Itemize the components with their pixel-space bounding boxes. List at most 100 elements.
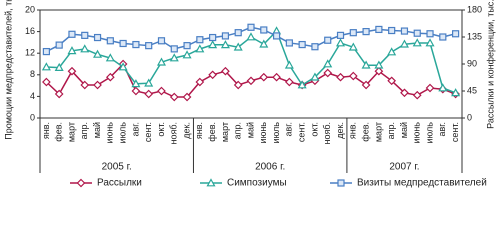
x-tick-label: нояб. [169, 122, 179, 145]
y2-tick-label: 45 [467, 85, 477, 95]
data-point [285, 39, 293, 47]
legend-marker [337, 179, 345, 187]
x-tick-label: май [399, 122, 409, 138]
x-tick-label: янв. [194, 122, 204, 139]
x-tick-label: окт. [309, 122, 319, 137]
y-tick-label: 0 [30, 112, 35, 122]
data-point [106, 37, 114, 45]
data-point [451, 88, 461, 97]
x-tick-label: янв. [41, 122, 51, 139]
data-point [246, 76, 256, 86]
legend-marker [206, 178, 216, 187]
x-tick-label: июнь [412, 122, 422, 144]
x-tick-label: май [245, 122, 255, 138]
y-axis-title: Промоции медпредставителей, тыс. [3, 0, 13, 140]
year-label: 2006 г. [255, 162, 285, 173]
data-point [387, 76, 397, 86]
x-tick-label: июль [117, 122, 127, 144]
data-point [400, 88, 409, 98]
data-point [183, 42, 191, 50]
y2-axis-title: Рассылки и конференции, тыс. [485, 0, 495, 129]
data-point [55, 41, 63, 49]
data-point [324, 36, 332, 44]
y-tick-label: 8 [30, 69, 35, 79]
x-tick-label: июль [271, 122, 281, 144]
x-tick-label: май [92, 122, 102, 138]
data-point [144, 89, 154, 99]
chart: Промоции медпредставителей, тыс. Рассылк… [3, 0, 495, 189]
data-point [285, 77, 294, 87]
year-label: 2005 г. [102, 162, 132, 173]
data-point [412, 38, 422, 47]
data-point [132, 40, 140, 49]
data-point [348, 71, 358, 81]
data-point [81, 31, 89, 39]
data-point [361, 80, 371, 90]
x-tick-label: март [373, 122, 383, 142]
data-point [247, 23, 255, 31]
data-point [41, 62, 51, 71]
data-point [361, 60, 371, 69]
x-tick-label: апр. [233, 122, 243, 139]
data-point [336, 31, 345, 39]
data-point [349, 29, 357, 37]
data-point [336, 72, 345, 82]
x-tick-label: дек. [181, 122, 191, 139]
data-point [169, 53, 179, 62]
year-label: 2007 г. [389, 162, 419, 173]
x-tick-label: сент. [450, 122, 460, 142]
data-point [438, 83, 448, 92]
data-point [413, 29, 421, 37]
x-tick-label: июнь [105, 122, 115, 144]
x-tick-label: авг. [437, 122, 447, 136]
legend-label: Симпозиумы [227, 178, 287, 189]
x-tick-label: март [220, 122, 230, 142]
data-point [362, 28, 370, 36]
x-tick-label: окт. [156, 122, 166, 137]
data-point [182, 92, 192, 102]
data-point [374, 60, 384, 69]
data-point [195, 44, 205, 53]
data-point [297, 80, 307, 89]
data-point [68, 30, 76, 38]
data-point [374, 66, 384, 76]
x-tick-label: сент. [143, 122, 153, 142]
x-tick-label: март [66, 122, 76, 142]
data-point [169, 92, 179, 102]
data-point [195, 77, 205, 87]
data-point [348, 42, 358, 51]
x-tick-label: июнь [258, 122, 268, 144]
data-point [54, 89, 64, 99]
x-tick-label: июль [424, 122, 434, 144]
x-tick-label: авг. [284, 122, 294, 136]
data-point [233, 80, 243, 90]
data-point [233, 42, 243, 51]
data-point [170, 45, 178, 53]
data-point [54, 62, 64, 71]
y-tick-label: 16 [25, 26, 35, 36]
data-point [145, 42, 153, 50]
data-point [42, 47, 50, 56]
x-tick-label: авг. [130, 122, 140, 136]
data-point [67, 66, 77, 76]
x-tick-label: апр. [79, 122, 89, 139]
data-point [93, 49, 103, 58]
x-tick-label: апр. [386, 122, 396, 139]
y2-tick-label: 0 [467, 112, 472, 122]
x-tick-label: фев. [207, 122, 217, 142]
data-point [105, 72, 115, 82]
data-point [221, 32, 230, 40]
data-point [425, 38, 435, 47]
data-point [131, 79, 141, 88]
data-point [259, 39, 269, 48]
data-point [182, 50, 192, 59]
data-point [425, 83, 435, 93]
y2-tick-label: 90 [467, 58, 477, 68]
data-point [208, 70, 217, 80]
data-point [323, 59, 333, 68]
data-point [259, 72, 269, 82]
y-tick-label: 12 [25, 48, 35, 58]
x-tick-label: дек. [335, 122, 345, 139]
data-point [272, 32, 281, 40]
x-tick-label: фев. [360, 122, 370, 142]
